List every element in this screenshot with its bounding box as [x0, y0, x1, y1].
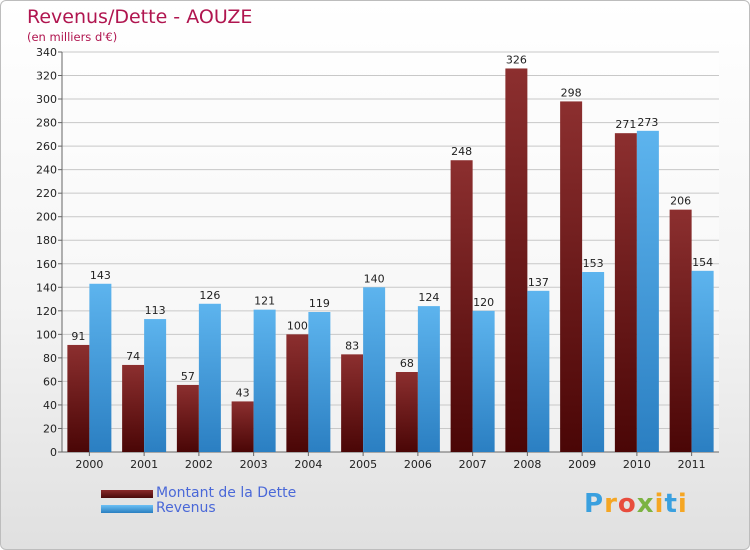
- data-label: 298: [561, 86, 582, 99]
- legend-swatch-revenus: [101, 505, 153, 513]
- bar-revenus: [363, 287, 386, 452]
- y-tick-label: 200: [36, 211, 57, 224]
- logo-letter: x: [636, 489, 655, 519]
- logo-letter: o: [617, 489, 637, 519]
- data-label: 57: [181, 370, 195, 383]
- bar-revenus: [253, 309, 276, 452]
- y-tick-label: 20: [43, 422, 57, 435]
- data-label: 271: [615, 118, 636, 131]
- bar-dette: [395, 372, 418, 452]
- chart-subtitle: (en milliers d'€): [27, 30, 118, 44]
- x-tick-label: 2000: [75, 458, 103, 471]
- data-label: 113: [145, 304, 166, 317]
- data-label: 248: [451, 145, 472, 158]
- data-label: 126: [199, 289, 220, 302]
- y-tick-label: 180: [36, 234, 57, 247]
- y-tick-label: 140: [36, 281, 57, 294]
- legend-swatch-dette: [101, 490, 153, 498]
- y-tick-label: 240: [36, 164, 57, 177]
- y-tick-label: 340: [36, 46, 57, 59]
- legend-label-revenus: Revenus: [156, 500, 216, 516]
- y-tick-label: 300: [36, 93, 57, 106]
- y-tick-label: 160: [36, 258, 57, 271]
- data-label: 143: [90, 269, 111, 282]
- bar-dette: [560, 101, 583, 452]
- chart-title: Revenus/Dette - AOUZE: [27, 6, 253, 28]
- bar-revenus: [636, 130, 659, 452]
- data-label: 137: [528, 276, 549, 289]
- data-label: 43: [236, 386, 250, 399]
- x-tick-label: 2011: [678, 458, 706, 471]
- x-tick-label: 2006: [404, 458, 432, 471]
- x-tick-label: 2003: [240, 458, 268, 471]
- bar-revenus: [417, 306, 440, 452]
- y-tick-label: 220: [36, 187, 57, 200]
- x-tick-label: 2007: [459, 458, 487, 471]
- y-tick-label: 280: [36, 117, 57, 130]
- bar-dette: [286, 334, 309, 452]
- bar-dette: [505, 68, 528, 453]
- x-tick-label: 2010: [623, 458, 651, 471]
- y-tick-label: 100: [36, 328, 57, 341]
- data-label: 91: [71, 330, 85, 343]
- bar-revenus: [582, 272, 605, 452]
- x-tick-label: 2001: [130, 458, 158, 471]
- bar-dette: [669, 209, 692, 452]
- proxiti-logo: Proxiti: [584, 489, 688, 519]
- legend-label-dette: Montant de la Dette: [156, 485, 297, 501]
- x-tick-label: 2004: [294, 458, 322, 471]
- x-tick-label: 2009: [568, 458, 596, 471]
- bar-revenus: [89, 283, 112, 452]
- logo-letter: r: [604, 489, 618, 519]
- bar-revenus: [472, 310, 495, 452]
- bar-revenus: [308, 312, 331, 452]
- bar-dette: [67, 344, 90, 452]
- plot-area: [62, 52, 719, 452]
- data-label: 120: [473, 296, 494, 309]
- y-tick-label: 60: [43, 375, 57, 388]
- logo-letter: i: [654, 489, 665, 519]
- data-label: 140: [364, 272, 385, 285]
- data-label: 154: [692, 256, 713, 269]
- data-label: 83: [345, 339, 359, 352]
- logo-letter: t: [664, 489, 678, 519]
- bar-dette: [450, 160, 473, 452]
- data-label: 74: [126, 350, 140, 363]
- bar-dette: [122, 364, 145, 452]
- bar-revenus: [691, 270, 714, 452]
- x-tick-label: 2005: [349, 458, 377, 471]
- data-label: 121: [254, 295, 275, 308]
- data-label: 273: [637, 116, 658, 129]
- x-tick-label: 2002: [185, 458, 213, 471]
- y-tick-label: 40: [43, 399, 57, 412]
- data-label: 100: [287, 319, 308, 332]
- data-label: 326: [506, 53, 527, 66]
- bar-revenus: [144, 319, 167, 452]
- logo-letter: i: [677, 489, 688, 519]
- data-label: 206: [670, 195, 691, 208]
- data-label: 153: [583, 257, 604, 270]
- bar-dette: [231, 401, 254, 452]
- data-label: 124: [418, 291, 439, 304]
- y-tick-label: 0: [50, 446, 57, 459]
- y-tick-label: 120: [36, 305, 57, 318]
- bar-dette: [176, 384, 199, 452]
- bar-revenus: [198, 303, 221, 452]
- logo-letter: P: [584, 489, 605, 519]
- y-tick-label: 260: [36, 140, 57, 153]
- y-tick-label: 80: [43, 352, 57, 365]
- y-tick-label: 320: [36, 70, 57, 83]
- bar-dette: [614, 133, 637, 453]
- bar-dette: [341, 354, 364, 452]
- bar-revenus: [527, 290, 550, 452]
- data-label: 119: [309, 297, 330, 310]
- x-tick-label: 2008: [513, 458, 541, 471]
- data-label: 68: [400, 357, 414, 370]
